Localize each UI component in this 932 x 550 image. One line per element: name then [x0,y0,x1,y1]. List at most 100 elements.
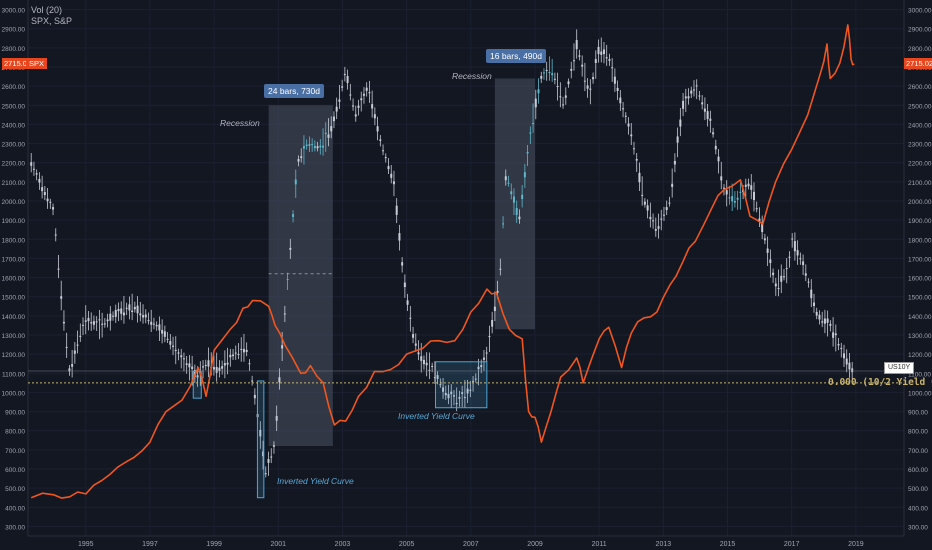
candle-body [352,105,355,107]
candle-body [354,114,357,117]
candle-body [272,445,275,447]
candle-body [474,378,477,380]
candle-body [578,55,581,57]
candle-body [357,105,360,108]
candle-body [594,59,597,63]
candle-body [712,132,715,135]
candle-body [452,395,455,397]
candle-body [373,114,376,119]
candle-body [624,115,627,117]
candle-body [324,132,327,134]
candle-body [605,57,608,59]
candle-body [673,160,676,165]
candle-body [158,324,161,331]
candle-body [627,123,630,127]
candle-body [106,319,109,322]
x-tick-label: 2013 [656,541,672,548]
candle-body [234,352,237,354]
y-tick-label-right: 2900.00 [908,27,932,34]
candle-body [761,223,764,233]
y-tick-label-left: 800.00 [5,429,25,436]
candle-body [532,123,535,125]
candle-body [611,67,614,69]
candle-body [319,145,322,148]
x-tick-label: 1997 [142,541,158,548]
candle-body [821,321,824,323]
candle-body [384,157,387,159]
x-tick-label: 1995 [78,541,94,548]
candle-body [212,367,215,370]
candle-body [774,283,777,287]
candle-body [654,228,657,231]
candle-body [147,320,150,322]
candle-body [567,81,570,85]
candle-body [804,273,807,276]
candle-body [297,159,300,162]
candle-body [717,156,720,162]
legend-symbols[interactable]: SPX, S&P [31,16,73,26]
y-tick-label-left: 2800.00 [2,46,26,53]
y-tick-label-right: 600.00 [908,467,928,474]
y-tick-label-right: 2800.00 [908,46,932,53]
legend-indicator[interactable]: Vol (20) [31,5,63,15]
candle-body [346,75,349,84]
candle-body [131,310,134,312]
y-tick-label-left: 600.00 [5,467,25,474]
candle-body [619,97,622,104]
candle-body [294,179,297,185]
candle-body [766,248,769,253]
y-tick-label-left: 1600.00 [2,276,26,283]
candle-body [84,320,87,322]
y-tick-label-right: 1300.00 [908,333,932,340]
candle-body [649,216,652,220]
candle-body [701,102,704,105]
symbol-tag: SPX [26,58,48,69]
candle-body [392,181,395,185]
candle-body [488,336,491,338]
candle-body [632,148,635,150]
candle-body [469,389,472,391]
candle-body [523,172,526,178]
x-tick-label: 2001 [270,541,286,548]
candle-body [150,321,153,325]
candle-body [420,356,423,361]
candle-body [635,158,638,161]
candle-body [398,233,401,241]
candle-body [245,349,248,352]
y-tick-label-left: 500.00 [5,486,25,493]
candle-body [46,198,49,202]
y-tick-label-right: 800.00 [908,429,928,436]
y-tick-label-left: 2300.00 [2,142,26,149]
candle-body [507,182,510,184]
y-tick-label-right: 2300.00 [908,142,932,149]
recession-label-2: Recession [452,71,492,81]
candle-body [493,306,496,312]
candle-body [466,388,469,394]
candle-body [504,176,507,181]
candle-body [49,201,52,203]
candle-body [548,72,551,74]
candle-body [480,365,483,368]
candle-body [769,259,772,264]
y-tick-label-left: 700.00 [5,448,25,455]
y-tick-label-left: 2000.00 [2,199,26,206]
y-tick-label-right: 900.00 [908,410,928,417]
us10y-candles [30,29,854,478]
y-tick-label-left: 1500.00 [2,295,26,302]
candle-body [395,205,398,215]
recession-shades [268,78,535,447]
y-tick-label-right: 1200.00 [908,352,932,359]
yield-curve-label: 0.000 (10/2 Yield Curve) [828,377,932,388]
candle-body [463,397,466,399]
candle-body [112,315,115,317]
spx-line [30,24,855,499]
right-price-tag: 2715.02 [904,58,932,69]
candle-body [752,191,755,201]
candle-body [417,352,420,355]
y-tick-label-right: 1100.00 [908,371,931,378]
candle-body [608,59,611,61]
candle-body [98,319,101,321]
candle-body [278,377,281,383]
inverted-label-1: Inverted Yield Curve [277,476,354,486]
